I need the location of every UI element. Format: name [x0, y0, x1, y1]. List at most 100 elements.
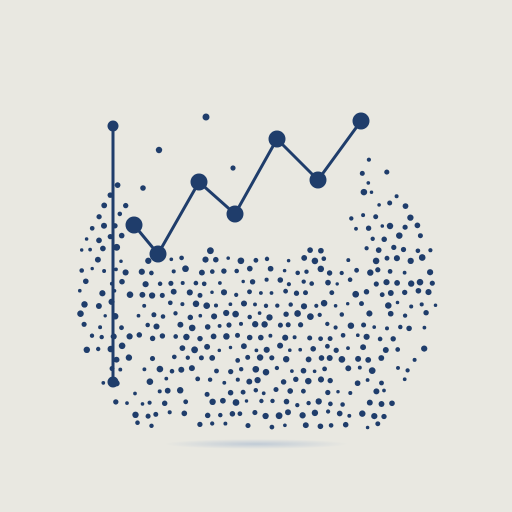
dot	[218, 412, 223, 418]
dot	[153, 411, 159, 417]
dot	[257, 334, 264, 341]
dot	[164, 387, 171, 394]
dot	[103, 314, 107, 318]
dot	[340, 332, 346, 338]
dot	[210, 333, 217, 340]
dot	[185, 355, 190, 360]
dot	[170, 288, 177, 295]
dot	[145, 413, 151, 419]
dot	[119, 259, 123, 264]
dot	[406, 325, 412, 332]
dot	[301, 279, 306, 284]
dot	[254, 376, 261, 384]
dot	[269, 424, 275, 430]
dot	[191, 346, 198, 354]
dot	[79, 248, 84, 252]
floating-dot	[140, 185, 146, 191]
dot	[202, 256, 209, 263]
dot	[395, 347, 401, 352]
dot	[327, 336, 333, 342]
dot	[79, 268, 85, 273]
dot	[81, 301, 88, 308]
dot	[380, 224, 385, 228]
dot	[363, 289, 370, 295]
dot	[312, 369, 317, 374]
dot	[210, 290, 214, 294]
dot	[304, 269, 309, 274]
dot	[223, 333, 230, 340]
dot	[352, 290, 360, 298]
trend-point	[125, 216, 143, 234]
dot	[349, 216, 354, 221]
dot	[368, 367, 376, 374]
dot	[159, 333, 166, 339]
dot	[77, 288, 82, 293]
dot	[138, 268, 145, 275]
trend-markers	[125, 112, 370, 263]
dot	[267, 265, 274, 272]
dot	[177, 321, 184, 328]
dot	[169, 368, 175, 374]
dot	[113, 399, 119, 405]
dot	[168, 280, 174, 286]
dot	[387, 269, 393, 274]
dot	[245, 423, 251, 429]
dot	[203, 302, 211, 310]
dot	[285, 322, 291, 328]
dot	[226, 322, 232, 328]
dot	[373, 388, 380, 395]
dot	[339, 270, 344, 276]
dot	[307, 313, 314, 320]
dot	[314, 303, 319, 308]
dot	[375, 421, 381, 427]
dot	[228, 302, 233, 307]
dot	[295, 270, 300, 276]
dot	[346, 346, 350, 350]
dot	[171, 354, 177, 360]
dot	[204, 391, 210, 397]
dot	[118, 342, 126, 350]
dot	[235, 377, 240, 382]
dot	[371, 412, 378, 420]
dot	[317, 312, 322, 318]
dot	[247, 289, 252, 295]
dot	[277, 322, 283, 328]
dot	[229, 411, 236, 417]
dot	[342, 421, 349, 428]
dot	[179, 345, 186, 351]
dot	[359, 301, 364, 307]
dot	[136, 313, 141, 318]
dot	[285, 409, 291, 416]
dot	[197, 421, 203, 428]
dot	[293, 376, 299, 383]
dot	[176, 387, 184, 394]
dot	[252, 365, 260, 373]
dot	[270, 398, 275, 404]
dot	[135, 420, 140, 426]
dot	[90, 266, 94, 271]
dot	[213, 256, 219, 263]
dot	[237, 411, 243, 417]
dot	[396, 232, 403, 239]
dot	[269, 355, 275, 361]
dot	[146, 378, 154, 386]
dot	[366, 310, 373, 317]
dot	[209, 269, 215, 274]
dot	[126, 291, 134, 299]
dot	[223, 309, 230, 317]
dot	[366, 181, 371, 185]
dot	[328, 423, 334, 428]
dot	[204, 343, 211, 350]
dot	[223, 421, 228, 426]
dot	[198, 269, 205, 276]
dot	[423, 309, 429, 316]
dot	[173, 311, 178, 316]
dot	[179, 255, 184, 261]
dot	[382, 388, 386, 393]
dot	[389, 400, 395, 407]
dot	[345, 365, 352, 372]
dot	[354, 380, 361, 387]
dot	[140, 402, 145, 406]
dot	[180, 302, 185, 307]
dot	[395, 300, 400, 305]
